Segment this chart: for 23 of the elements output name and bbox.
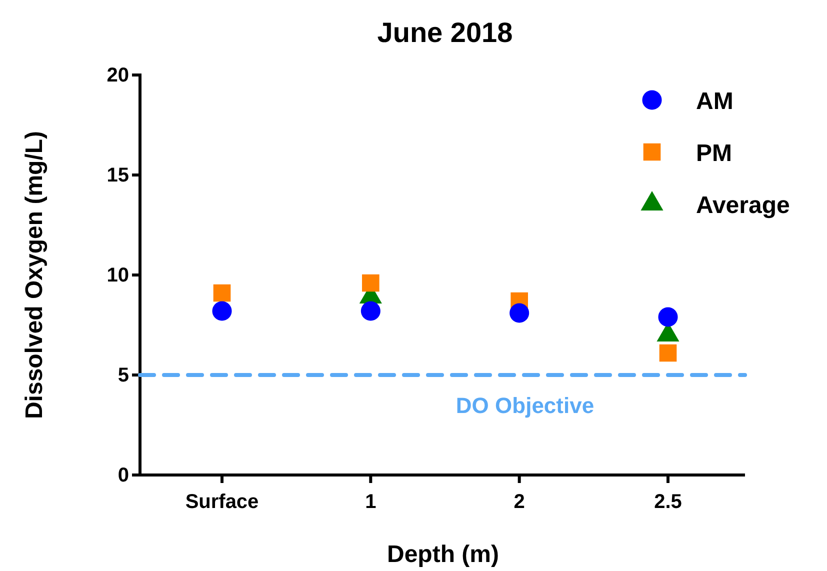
legend-label: Average	[696, 192, 790, 219]
x-axis-title: Depth (m)	[387, 541, 499, 568]
x-tick-label: 2.5	[654, 491, 682, 513]
legend-label: PM	[696, 140, 732, 167]
y-tick-label: 0	[118, 464, 129, 486]
ref-line-label: DO Objective	[456, 393, 594, 418]
point	[510, 303, 530, 323]
x-tick-label: 2	[514, 491, 525, 513]
y-tick-label: 20	[106, 64, 129, 86]
y-tick-label: 15	[106, 164, 129, 186]
point	[659, 344, 677, 362]
y-tick-label: 5	[118, 364, 129, 386]
point	[213, 284, 231, 302]
y-axis-title: Dissolved Oxygen (mg/L)	[21, 130, 48, 420]
point	[212, 301, 232, 321]
point	[658, 307, 678, 327]
x-tick-label: 1	[365, 491, 376, 513]
chart-title: June 2018	[377, 17, 513, 48]
point	[360, 301, 380, 321]
y-tick-label: 10	[106, 264, 129, 286]
x-tick-label: Surface	[185, 491, 259, 513]
legend-label: AM	[696, 88, 734, 115]
point	[362, 274, 380, 292]
